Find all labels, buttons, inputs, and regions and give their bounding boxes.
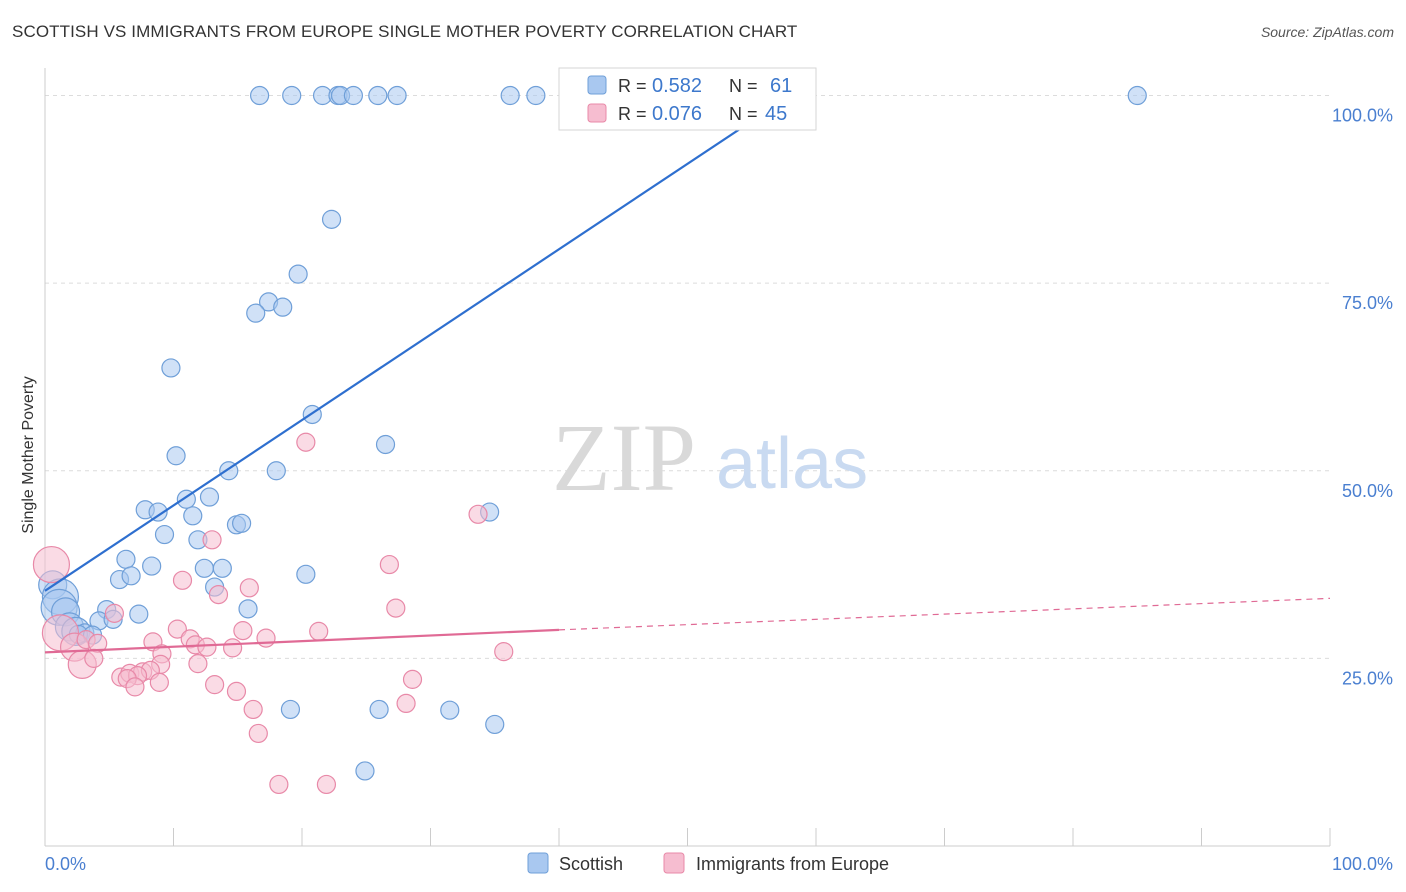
point-scottish: [232, 513, 252, 533]
point-scottish: [500, 85, 520, 106]
point-europe: [248, 723, 268, 744]
stats-n-label-scottish: N =: [729, 76, 758, 96]
stats-r-value-europe: 0.076: [652, 103, 702, 125]
point-scottish: [387, 85, 407, 106]
point-scottish: [375, 434, 396, 455]
point-scottish: [321, 209, 342, 229]
point-europe: [243, 699, 263, 720]
stats-n-value-europe: 45: [765, 103, 787, 125]
point-europe: [223, 638, 243, 658]
stats-swatch-scottish: [587, 75, 607, 95]
legend-label-europe: Immigrants from Europe: [696, 854, 889, 874]
chart-title: SCOTTISH VS IMMIGRANTS FROM EUROPE SINGL…: [12, 22, 798, 41]
point-scottish: [1127, 85, 1147, 106]
y-tick-label: 75.0%: [1342, 293, 1393, 313]
point-europe: [402, 669, 423, 689]
point-europe: [386, 598, 406, 618]
point-scottish: [129, 604, 149, 624]
stats-r-label-europe: R =: [618, 104, 647, 124]
point-scottish: [199, 487, 220, 507]
trend-line-scottish: [44, 94, 791, 592]
point-scottish: [355, 761, 375, 781]
point-scottish: [148, 502, 168, 522]
stats-r-label-scottish: R =: [618, 76, 647, 96]
point-scottish: [116, 549, 136, 569]
point-scottish: [280, 699, 301, 720]
point-scottish: [238, 599, 258, 619]
point-europe: [239, 578, 259, 598]
point-europe: [188, 654, 208, 674]
point-scottish: [440, 700, 460, 720]
point-scottish: [288, 264, 308, 284]
legend-swatch-scottish: [527, 852, 549, 874]
point-scottish: [194, 558, 214, 578]
point-scottish: [183, 506, 203, 526]
point-europe: [468, 504, 488, 524]
point-scottish: [166, 446, 186, 466]
point-europe: [104, 603, 124, 623]
point-scottish: [368, 85, 388, 106]
point-europe: [197, 637, 217, 657]
point-europe: [296, 432, 316, 452]
point-europe: [32, 545, 71, 584]
point-scottish: [246, 303, 266, 323]
point-scottish: [161, 358, 181, 378]
point-europe: [172, 570, 193, 590]
watermark-zip: ZIP: [552, 404, 696, 511]
source-label: Source: ZipAtlas.com: [1260, 24, 1394, 40]
stats-legend: R = 0.582 N = 61 R = 0.076 N = 45: [558, 67, 817, 131]
point-europe: [309, 621, 329, 641]
stats-swatch-europe: [587, 103, 607, 123]
axes: 25.0% 50.0% 75.0% 100.0% 0.0% 100.0%: [44, 68, 1393, 874]
bottom-legend: Scottish Immigrants from Europe: [527, 852, 889, 874]
data-points: [32, 85, 1147, 795]
stats-r-value-scottish: 0.582: [652, 75, 702, 97]
stats-n-value-scottish: 61: [770, 75, 792, 97]
point-europe: [149, 672, 169, 692]
gridlines: [45, 95, 1330, 659]
point-scottish: [369, 699, 389, 720]
y-axis-label: Single Mother Poverty: [20, 376, 37, 533]
point-scottish: [154, 524, 175, 545]
x-tick-label: 100.0%: [1332, 854, 1393, 874]
watermark-atlas: atlas: [716, 424, 868, 504]
point-europe: [233, 621, 253, 641]
trend-line-europe-extension: [558, 597, 1331, 631]
legend-swatch-europe: [663, 852, 685, 874]
point-scottish: [485, 714, 505, 735]
point-scottish: [212, 558, 232, 578]
stats-n-label-europe: N =: [729, 104, 758, 124]
point-scottish: [142, 556, 162, 576]
point-europe: [202, 530, 222, 550]
point-europe: [167, 619, 187, 639]
point-europe: [494, 642, 514, 662]
point-europe: [379, 554, 399, 575]
point-europe: [396, 693, 416, 714]
point-europe: [205, 675, 225, 695]
point-scottish: [266, 461, 286, 481]
x-tick-label: 0.0%: [45, 854, 86, 874]
point-europe: [226, 681, 247, 702]
y-tick-label: 25.0%: [1342, 668, 1393, 688]
point-scottish: [249, 85, 270, 106]
trend-lines: [44, 94, 1331, 654]
point-scottish: [343, 85, 363, 106]
point-scottish: [273, 297, 293, 317]
point-europe: [316, 774, 337, 795]
point-europe: [84, 648, 104, 668]
point-scottish: [526, 85, 546, 106]
point-scottish: [282, 85, 302, 106]
point-europe: [208, 584, 229, 605]
y-tick-label: 50.0%: [1342, 481, 1393, 501]
point-europe: [269, 774, 289, 795]
point-europe: [256, 628, 276, 648]
trend-line-europe: [44, 628, 560, 654]
point-scottish: [296, 564, 316, 584]
point-scottish: [121, 566, 141, 586]
y-tick-label: 100.0%: [1332, 106, 1393, 126]
point-europe: [125, 677, 145, 697]
legend-label-scottish: Scottish: [559, 854, 623, 874]
